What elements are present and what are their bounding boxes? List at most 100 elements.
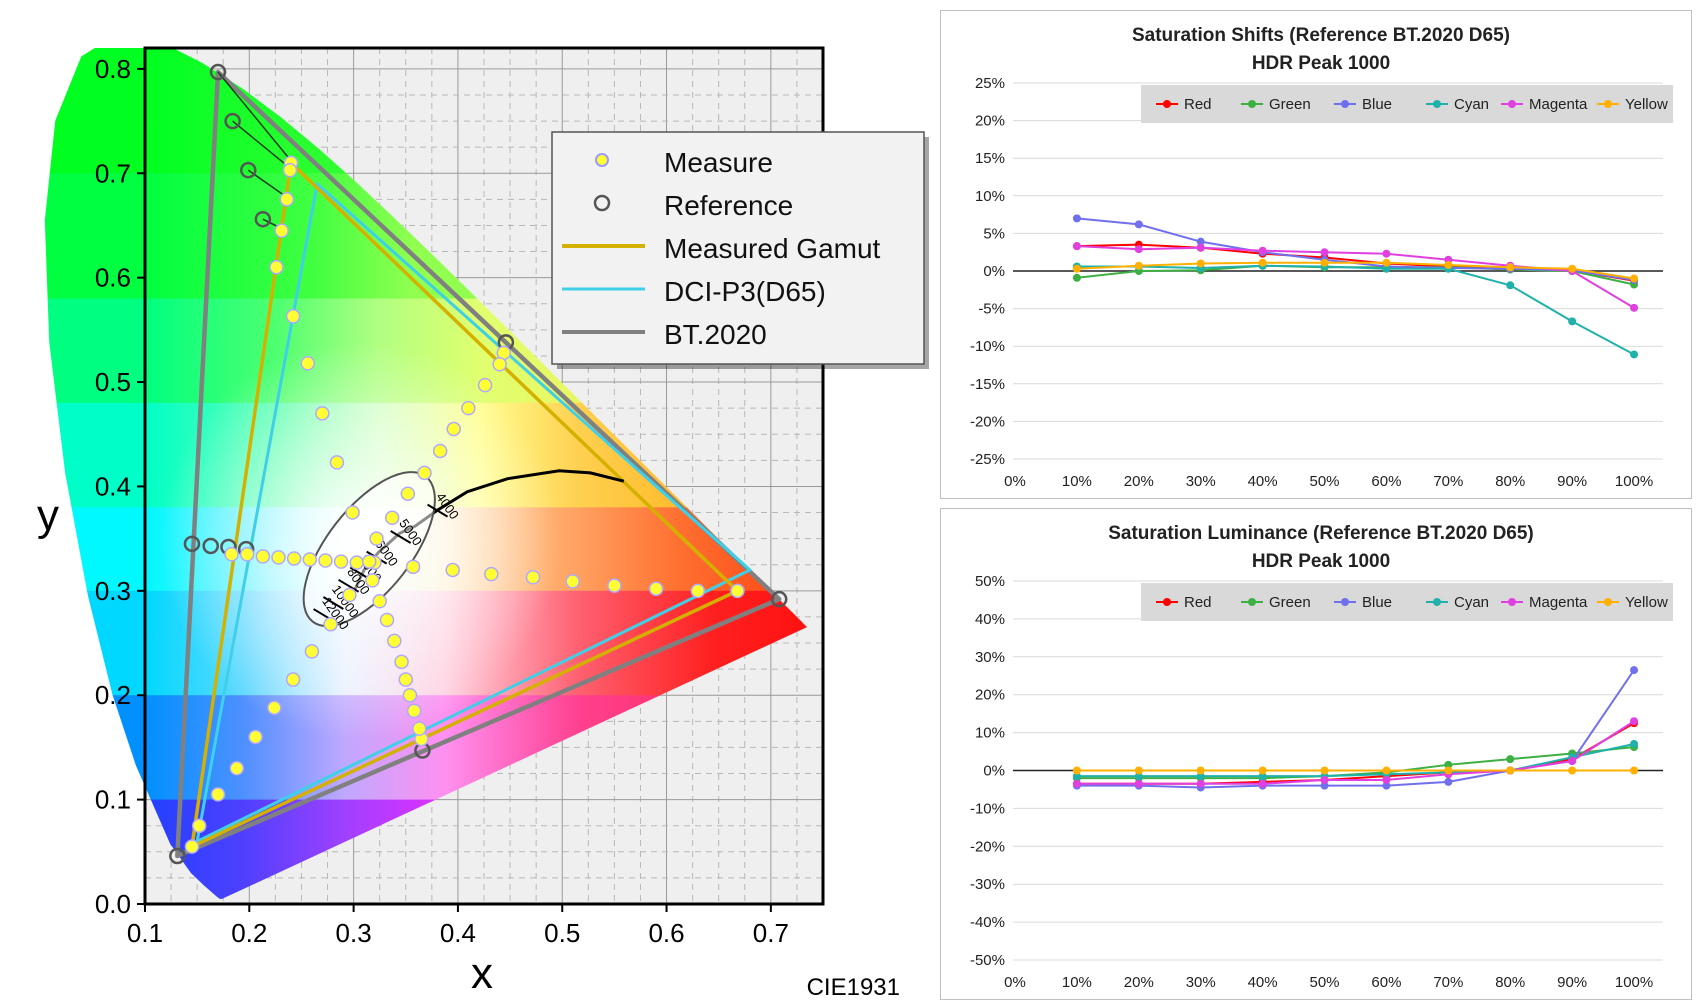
data-point [1134, 220, 1143, 229]
reference-point [209, 63, 227, 81]
measured-point [648, 581, 664, 596]
data-point [1444, 760, 1453, 769]
data-point [1506, 755, 1515, 764]
reference-point [224, 112, 241, 130]
reference-point [240, 161, 257, 179]
legend-label: Blue [1362, 594, 1392, 611]
y-tick-label: 0% [983, 263, 1005, 280]
data-point [1134, 261, 1143, 270]
data-point [1382, 249, 1391, 258]
x-tick-label: 0.7 [753, 918, 789, 948]
x-tick-label: 90% [1557, 974, 1587, 991]
shift-arrow [232, 120, 291, 169]
measured-point [329, 455, 345, 470]
y-tick-label: 20% [975, 113, 1005, 130]
measured-point [565, 574, 580, 589]
legend-item-reference: Reference [593, 190, 793, 221]
data-point [1382, 775, 1391, 784]
axis-ticks: 0.1 0.2 0.3 0.4 0.5 0.6 0.70.00.10.20.30.40.50… [95, 54, 789, 948]
legend-label: Cyan [1454, 96, 1489, 113]
y-tick-label: 30% [975, 649, 1005, 666]
measured-point [400, 486, 416, 501]
measured-point [342, 587, 357, 603]
legend-box [1141, 85, 1673, 123]
measured-point [398, 672, 414, 687]
data-point [1258, 258, 1267, 267]
y-tick-label: 50% [975, 573, 1005, 590]
measured-point [224, 547, 239, 562]
reference-point [183, 535, 201, 553]
y-tick-label: -10% [970, 338, 1005, 355]
chart-subtitle: HDR Peak 1000 [1252, 551, 1390, 572]
legend-item-measured-gamut: Measured Gamut [562, 233, 881, 264]
chart-title: Saturation Luminance (Reference BT.2020 … [1108, 523, 1534, 544]
y-tick-label: 0.2 [95, 680, 131, 710]
cct-tick [322, 596, 344, 610]
data-point [1444, 260, 1453, 269]
x-tick-label: 0.6 [648, 918, 684, 948]
data-point [1506, 263, 1515, 272]
measured-point [255, 549, 271, 564]
data-point [1258, 766, 1267, 775]
x-tick-label: 20% [1124, 974, 1154, 991]
measured-point [210, 787, 226, 802]
x-tick-label: 50% [1310, 473, 1340, 490]
data-point [1630, 666, 1639, 675]
data-point [1258, 779, 1267, 788]
measured-gamut-triangle [190, 161, 740, 849]
plot-frame [143, 46, 825, 906]
data-point [1196, 766, 1205, 775]
legend-marker [1508, 598, 1516, 606]
saturation-luminance-panel: Saturation Luminance (Reference BT.2020 … [940, 508, 1692, 1000]
data-point [1072, 772, 1081, 781]
measured-point [690, 583, 706, 599]
dci-p3-gamut-triangle [195, 182, 752, 843]
measured-point [285, 672, 301, 687]
x-tick-label: 0.3 [336, 918, 372, 948]
legend-label: Magenta [1529, 96, 1588, 113]
y-tick-label: 0.8 [95, 54, 131, 84]
y-tick-label: 0.3 [95, 576, 131, 606]
reference-point [770, 590, 788, 608]
legend-label: Reference [664, 190, 793, 221]
legend-item-measure: Measure [595, 147, 773, 178]
y-tick-label: 0.0 [95, 889, 131, 919]
y-tick-label: 0.4 [95, 471, 131, 501]
measured-point [379, 612, 395, 628]
measured-point [372, 594, 387, 609]
data-point [1382, 766, 1391, 775]
measured-point [402, 687, 418, 703]
measured-point [323, 616, 338, 632]
legend-label: Measured Gamut [664, 233, 881, 264]
measured-point [477, 377, 493, 393]
data-point [1072, 264, 1081, 273]
data-point [1134, 766, 1143, 775]
data-point [1320, 766, 1329, 775]
measured-point [239, 547, 255, 562]
legend-marker [1433, 100, 1441, 108]
data-point [1320, 258, 1329, 267]
y-tick-label: -10% [970, 800, 1005, 817]
measured-point [279, 192, 295, 207]
measured-point [285, 309, 301, 324]
reference-point [202, 537, 219, 555]
legend-item-dci-p3: DCI-P3(D65) [562, 276, 826, 307]
legend-label: Measure [664, 147, 773, 178]
y-tick-label: -50% [970, 952, 1005, 969]
legend-label: Green [1269, 96, 1311, 113]
measured-point [730, 583, 745, 599]
legend-label: Red [1184, 96, 1212, 113]
x-tick-label: 0.2 [231, 918, 267, 948]
shift-arrow [217, 71, 292, 162]
x-tick-label: 0.1 [127, 918, 163, 948]
data-point [1382, 264, 1391, 273]
x-tick-label: 50% [1310, 974, 1340, 991]
legend-marker [1341, 100, 1349, 108]
data-point [1072, 273, 1081, 282]
data-point [1134, 245, 1143, 254]
measured-point [607, 578, 622, 593]
cct-tick [390, 530, 412, 544]
x-tick-label: 100% [1615, 974, 1653, 991]
legend-marker [1163, 598, 1171, 606]
y-tick-label: 0% [983, 763, 1005, 780]
